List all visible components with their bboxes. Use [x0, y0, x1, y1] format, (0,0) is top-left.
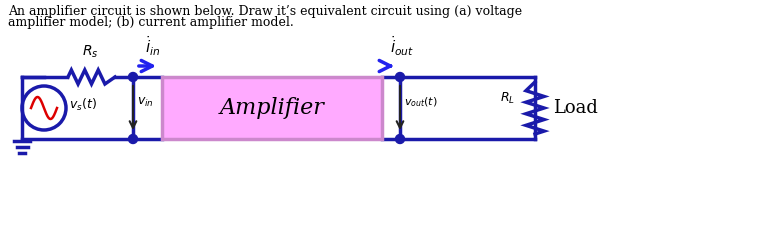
- Text: $\dot{i}_{out}$: $\dot{i}_{out}$: [390, 34, 415, 58]
- Text: Load: Load: [553, 99, 598, 117]
- Circle shape: [395, 134, 405, 144]
- Text: $v_s(t)$: $v_s(t)$: [69, 97, 97, 113]
- Text: An amplifier circuit is shown below. Draw it’s equivalent circuit using (a) volt: An amplifier circuit is shown below. Dra…: [8, 5, 522, 18]
- Text: $\dot{i}_{in}$: $\dot{i}_{in}$: [145, 34, 160, 58]
- Circle shape: [129, 73, 137, 82]
- Text: $v_{in}$: $v_{in}$: [137, 95, 154, 109]
- Text: $R_s$: $R_s$: [82, 44, 98, 60]
- Circle shape: [395, 73, 405, 82]
- Text: amplifier model; (b) current amplifier model.: amplifier model; (b) current amplifier m…: [8, 16, 293, 29]
- Text: $v_{out}(t)$: $v_{out}(t)$: [404, 95, 438, 109]
- Circle shape: [129, 134, 137, 144]
- Text: Amplifier: Amplifier: [219, 97, 325, 119]
- Bar: [162, 77, 382, 139]
- Text: $R_L$: $R_L$: [500, 90, 515, 106]
